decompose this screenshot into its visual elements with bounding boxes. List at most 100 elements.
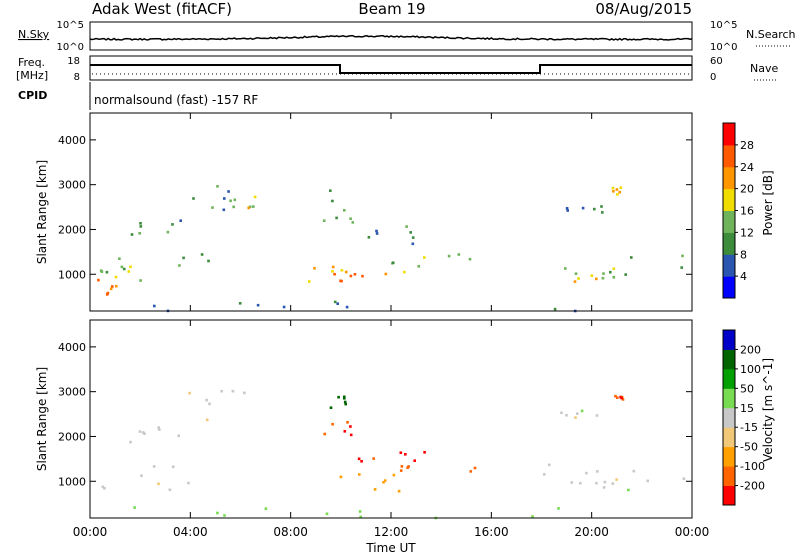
velocity-panel: 1000 2000 3000 4000 Slant Range [km] 200 100…: [35, 113, 775, 554]
data-cell: [158, 428, 161, 431]
data-cell: [357, 457, 361, 461]
scatter-region: [564, 254, 684, 276]
data-cell: [120, 265, 124, 269]
data-cell: [343, 397, 346, 400]
data-cell: [616, 396, 619, 399]
data-cell: [103, 487, 106, 490]
data-cell: [646, 479, 649, 483]
data-cell: [208, 402, 211, 406]
data-cell: [343, 430, 347, 433]
data-cell: [139, 279, 142, 282]
colorbar-swatch: [723, 407, 735, 428]
data-cell: [580, 409, 584, 413]
data-cell: [331, 265, 335, 269]
data-cell: [611, 186, 615, 190]
radar-title: Adak West (fitACF): [92, 0, 232, 18]
data-cell: [168, 488, 172, 492]
data-cell: [593, 207, 596, 211]
x-tick-label: 12:00: [374, 525, 409, 539]
data-cell: [313, 267, 316, 270]
data-cell: [179, 219, 182, 222]
data-cell: [343, 209, 346, 212]
scatter-region: [129, 426, 180, 444]
data-cell: [391, 261, 395, 264]
freq-right-tick-bottom: 0: [710, 72, 716, 83]
data-cell: [343, 400, 347, 404]
data-cell: [205, 398, 208, 402]
data-cell: [612, 267, 616, 271]
data-cell: [325, 512, 329, 516]
colorbar-tick-label: 12: [740, 226, 754, 239]
noise-panel: N.Sky 10^5 10^0 10^5 10^0 N.Search: [18, 20, 796, 53]
colorbar-swatch: [723, 232, 735, 255]
noise-right-tick-bottom: 10^0: [710, 42, 737, 53]
data-cell: [336, 302, 339, 305]
data-cell: [632, 469, 636, 473]
data-cell: [220, 389, 223, 393]
noise-sky-trace: [89, 34, 693, 41]
data-cell: [223, 197, 226, 200]
colorbar-swatch: [723, 485, 735, 506]
data-cell: [130, 233, 134, 236]
x-tick-label: 20:00: [574, 525, 609, 539]
data-cell: [243, 391, 246, 395]
data-cell: [457, 253, 461, 256]
data-cell: [473, 466, 477, 470]
scatter-region: [99, 253, 210, 274]
scatter-region: [367, 225, 415, 246]
data-cell: [405, 225, 408, 228]
scatter-region: [188, 389, 246, 422]
scatter-region: [133, 506, 560, 520]
data-cell: [192, 197, 195, 200]
data-cell: [346, 421, 349, 424]
x-tick-label: 00:00: [73, 525, 108, 539]
cpid-label: CPID: [18, 89, 47, 102]
data-cell: [101, 485, 105, 489]
data-cell: [423, 256, 426, 259]
scatter-region: [100, 265, 142, 282]
data-cell: [619, 186, 623, 189]
data-cell: [423, 451, 426, 454]
data-cell: [361, 274, 364, 278]
data-cell: [138, 232, 141, 235]
data-cell: [140, 474, 143, 477]
colorbar-swatch: [723, 427, 735, 448]
y-tick-label: 1000: [58, 475, 86, 488]
data-cell: [579, 481, 582, 485]
data-cell: [129, 440, 132, 444]
colorbar-tick-label: 4: [740, 270, 747, 283]
data-cell: [345, 305, 349, 309]
velocity-ylabel: Slant Range [km]: [35, 367, 49, 471]
data-cell: [141, 431, 145, 434]
data-cell: [611, 482, 615, 485]
data-cell: [252, 205, 255, 208]
scatter-region: [308, 265, 406, 283]
data-cell: [216, 511, 219, 515]
scatter-region: [339, 473, 401, 493]
data-cell: [139, 225, 143, 228]
data-cell: [360, 460, 363, 463]
data-cell: [359, 515, 362, 519]
data-cell: [469, 470, 473, 473]
data-cell: [171, 465, 175, 469]
data-cell: [574, 272, 578, 275]
data-cell: [133, 506, 136, 509]
data-cell: [372, 457, 375, 460]
data-cell: [575, 412, 579, 415]
data-cell: [323, 432, 326, 436]
data-cell: [564, 267, 567, 270]
scatter-region: [573, 267, 616, 283]
power-colorbar-label: Power [dB]: [761, 170, 775, 235]
data-cell: [382, 481, 385, 484]
scatter-region: [323, 421, 353, 437]
data-cell: [417, 265, 421, 268]
data-cell: [581, 206, 585, 210]
scatter-region: [322, 189, 355, 224]
colorbar-swatch: [723, 166, 735, 190]
data-cell: [200, 253, 204, 256]
data-cell: [122, 267, 126, 271]
data-cell: [166, 230, 170, 234]
scatter-region: [399, 465, 477, 473]
data-cell: [548, 463, 551, 467]
